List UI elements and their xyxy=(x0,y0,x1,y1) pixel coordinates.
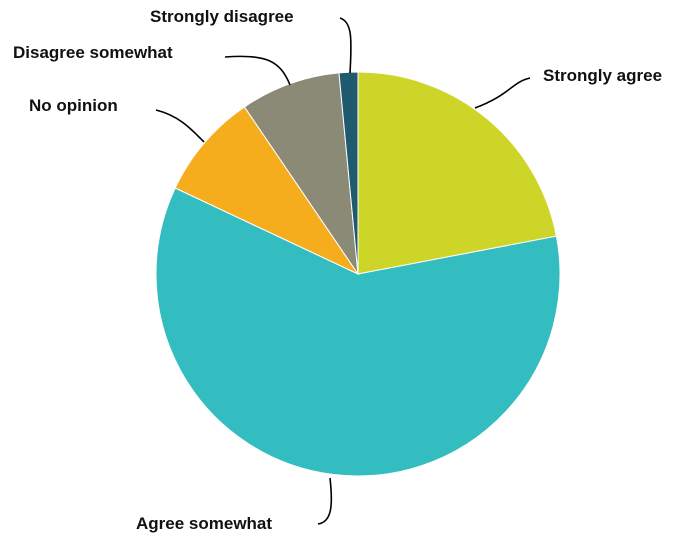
slice-labels: Strongly agree Agree somewhat No opinion Di… xyxy=(13,7,662,533)
pie-slices xyxy=(155,71,561,477)
leader-line-strongly-agree xyxy=(474,77,531,109)
leader-line-strongly-disagree xyxy=(339,17,352,74)
slice-label-agree-somewhat: Agree somewhat xyxy=(136,514,272,533)
pie-slice-agree-somewhat xyxy=(155,187,561,477)
leader-line-no-opinion xyxy=(155,109,205,143)
slice-label-no-opinion: No opinion xyxy=(29,96,118,115)
slice-label-strongly-agree: Strongly agree xyxy=(543,66,662,85)
pie-slice-no-opinion xyxy=(174,106,360,276)
pie-slice-strongly-agree xyxy=(357,71,558,275)
slice-label-disagree-somewhat: Disagree somewhat xyxy=(13,43,173,62)
slice-label-strongly-disagree: Strongly disagree xyxy=(150,7,294,26)
leader-lines xyxy=(155,17,531,525)
leader-line-agree-somewhat xyxy=(317,477,333,525)
leader-line-disagree-somewhat xyxy=(224,55,291,86)
pie-slice-strongly-disagree xyxy=(338,71,359,275)
